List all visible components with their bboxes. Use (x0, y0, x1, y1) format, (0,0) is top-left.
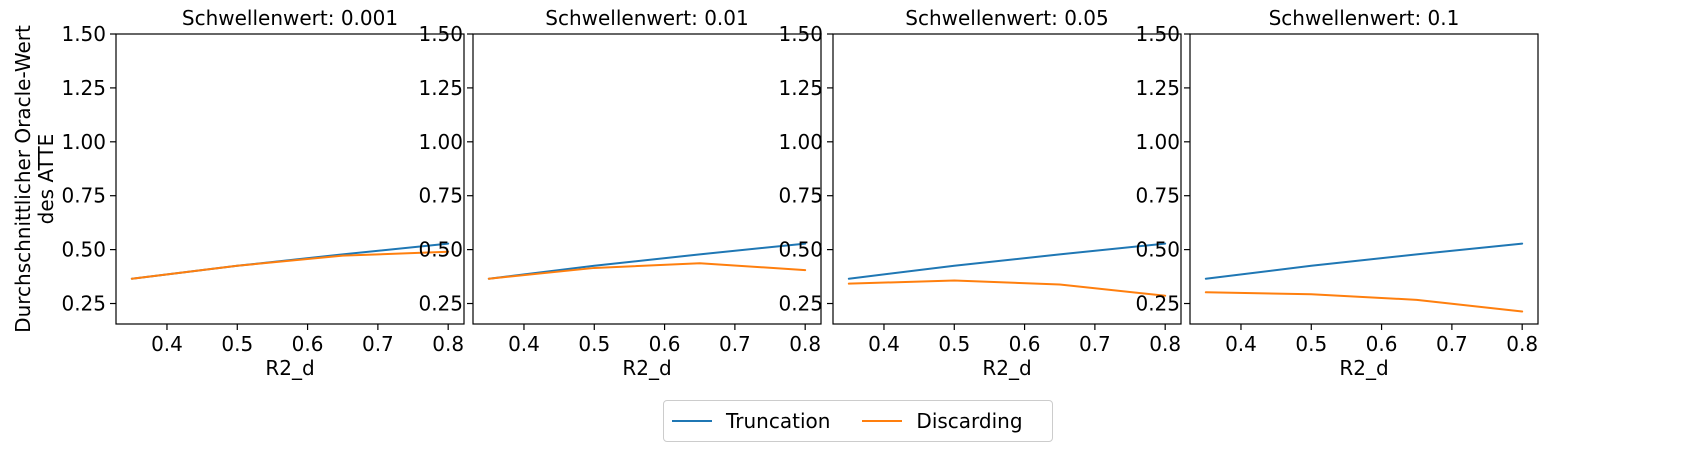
x-tick-label: 0.5 (1295, 332, 1327, 356)
panel-title: Schwellenwert: 0.05 (905, 6, 1108, 30)
y-tick-label: 0.75 (61, 184, 106, 208)
y-tick-label: 1.50 (1135, 22, 1180, 46)
series-line-discarding (847, 279, 1167, 297)
plot-frame (1189, 33, 1539, 325)
y-tick-label: 0.25 (61, 292, 106, 316)
y-tick-label: 1.00 (418, 130, 463, 154)
x-tick-label: 0.7 (1079, 332, 1111, 356)
x-axis-label: R2_d (622, 356, 671, 380)
y-tick-label: 1.50 (418, 22, 463, 46)
y-tick-label: 1.00 (61, 130, 106, 154)
y-tick-label: 1.00 (1135, 130, 1180, 154)
plot-frame (115, 33, 465, 325)
legend: Truncation Discarding (663, 400, 1053, 442)
plot-frame (832, 33, 1182, 325)
series-line-truncation (487, 242, 807, 280)
x-tick-label: 0.4 (1225, 332, 1257, 356)
y-axis-label: Durchschnittlicher Oracle-Wertdes ATTE (11, 25, 58, 333)
y-tick-label: 1.25 (778, 76, 823, 100)
series-line-truncation (847, 242, 1167, 280)
y-tick-label: 0.75 (778, 184, 823, 208)
legend-item-discarding: Discarding (862, 409, 1023, 433)
panel-4: Schwellenwert: 0.1 0.25 0.50 0.75 1.00 1.25 1.… (1135, 6, 1539, 380)
series-line-discarding (1204, 291, 1524, 313)
y-tick-label: 1.25 (418, 76, 463, 100)
y-tick-label: 1.25 (1135, 76, 1180, 100)
panel-title: Schwellenwert: 0.001 (182, 6, 398, 30)
legend-swatch-truncation (672, 420, 712, 422)
y-tick-label: 0.50 (1135, 238, 1180, 262)
x-axis-label: R2_d (265, 356, 314, 380)
x-tick-label: 0.4 (868, 332, 900, 356)
y-tick-label: 0.50 (61, 238, 106, 262)
series-line-discarding (487, 262, 807, 280)
x-tick-label: 0.8 (1506, 332, 1538, 356)
plot-frame (472, 33, 822, 325)
x-axis-label: R2_d (1339, 356, 1388, 380)
y-tick-label: 0.25 (418, 292, 463, 316)
panel-title: Schwellenwert: 0.1 (1269, 6, 1460, 30)
legend-label-truncation: Truncation (726, 409, 831, 433)
y-tick-label: 0.75 (1135, 184, 1180, 208)
y-tick-label: 0.50 (418, 238, 463, 262)
panel-2: Schwellenwert: 0.01 0.25 0.50 0.75 1.00 1.25 1… (418, 6, 822, 380)
y-tick-label: 0.25 (1135, 292, 1180, 316)
y-tick-label: 0.50 (778, 238, 823, 262)
y-tick-label: 1.00 (778, 130, 823, 154)
x-tick-label: 0.7 (362, 332, 394, 356)
legend-item-truncation: Truncation (672, 409, 830, 433)
panel-1: Schwellenwert: 0.001 0.25 0.50 0.75 1.00 1.25… (61, 6, 465, 380)
series-line-discarding (130, 250, 450, 280)
x-tick-label: 0.7 (1436, 332, 1468, 356)
x-tick-label: 0.8 (1149, 332, 1181, 356)
x-axis-label: R2_d (982, 356, 1031, 380)
legend-swatch-discarding (862, 420, 903, 422)
y-axis-label-line: Durchschnittlicher Oracle-Wert (11, 25, 35, 333)
y-tick-label: 1.25 (61, 76, 106, 100)
x-tick-label: 0.4 (508, 332, 540, 356)
x-tick-label: 0.6 (1366, 332, 1398, 356)
x-tick-label: 0.5 (221, 332, 253, 356)
panel-3: Schwellenwert: 0.05 0.25 0.50 0.75 1.00 1.25 1… (778, 6, 1182, 380)
x-tick-label: 0.5 (938, 332, 970, 356)
x-tick-label: 0.8 (789, 332, 821, 356)
y-axis-label-line: des ATTE (34, 134, 58, 225)
y-tick-label: 0.25 (778, 292, 823, 316)
y-tick-label: 1.50 (778, 22, 823, 46)
x-tick-label: 0.6 (1009, 332, 1041, 356)
panel-title: Schwellenwert: 0.01 (545, 6, 748, 30)
y-tick-label: 1.50 (61, 22, 106, 46)
legend-label-discarding: Discarding (916, 409, 1023, 433)
x-tick-label: 0.8 (432, 332, 464, 356)
x-tick-label: 0.7 (719, 332, 751, 356)
x-tick-label: 0.6 (649, 332, 681, 356)
series-line-truncation (1204, 242, 1524, 280)
x-tick-label: 0.4 (151, 332, 183, 356)
x-tick-label: 0.6 (292, 332, 324, 356)
y-tick-label: 0.75 (418, 184, 463, 208)
x-tick-label: 0.5 (578, 332, 610, 356)
